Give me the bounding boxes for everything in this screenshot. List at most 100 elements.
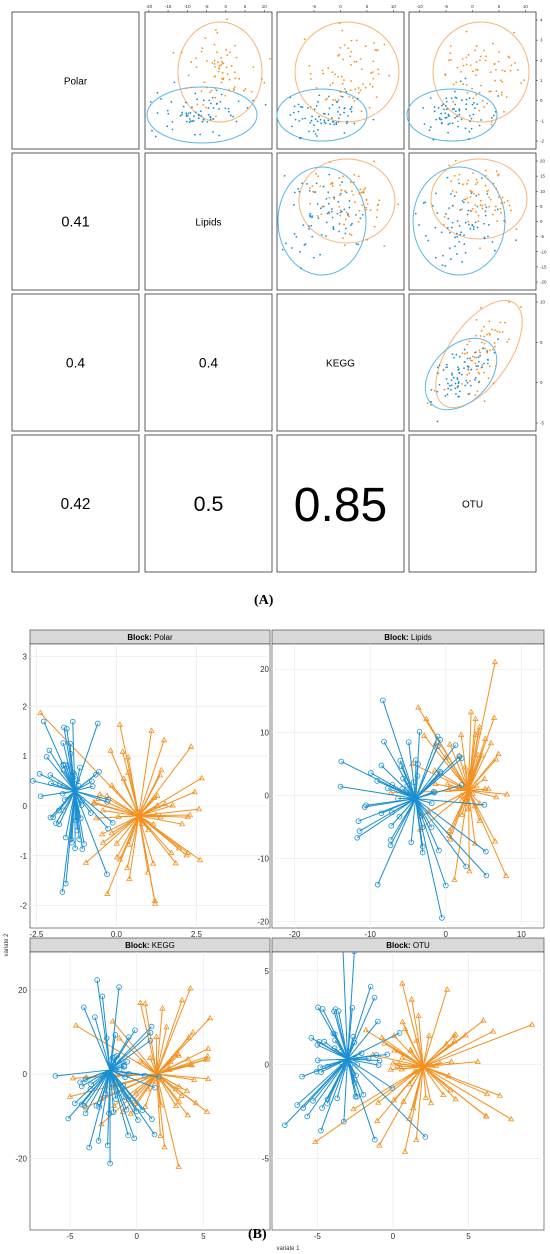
- point-group2: [310, 105, 312, 108]
- arrow-group2: [134, 1073, 158, 1105]
- point-group2: [489, 90, 492, 93]
- point-group2: [503, 201, 506, 204]
- arrow-group2: [372, 1054, 424, 1068]
- point-group2: [475, 93, 478, 96]
- point-group1: [454, 96, 457, 99]
- point-group1: [429, 126, 432, 128]
- arrow-group1: [347, 1032, 400, 1060]
- point-group1: [464, 127, 467, 130]
- point-group2: [486, 190, 488, 193]
- x-tick-label: 5: [201, 1232, 206, 1241]
- arrow-group1: [109, 987, 120, 1070]
- panel-strip-title: Block: KEGG: [125, 941, 175, 950]
- point-group1: [477, 356, 480, 359]
- point-group1: [218, 134, 221, 137]
- point-group2: [478, 91, 481, 94]
- point-group2: [476, 390, 479, 393]
- point-group2: [468, 372, 471, 375]
- point-group1: [455, 393, 457, 395]
- arrow-group1: [381, 798, 416, 814]
- point-group1: [465, 108, 468, 111]
- arrow-group1: [408, 742, 417, 799]
- point-marker-group1: [125, 1071, 132, 1077]
- point-group1: [285, 242, 287, 245]
- arrow-group2: [422, 1034, 466, 1067]
- point-marker-group2: [109, 1017, 117, 1024]
- point-group2: [471, 359, 473, 362]
- arrow-group1: [390, 798, 416, 827]
- point-marker-group1: [315, 1004, 321, 1011]
- point-group1: [445, 378, 448, 380]
- point-marker-group1: [317, 1064, 324, 1071]
- arrow-group1: [109, 1069, 156, 1089]
- point-group2: [327, 67, 330, 69]
- point-group1: [463, 361, 466, 363]
- point-group2: [337, 99, 340, 101]
- top-tick-label: 10: [262, 4, 268, 9]
- point-group2: [316, 215, 319, 217]
- arrow-group2: [85, 815, 140, 864]
- point-group1: [431, 204, 434, 207]
- point-group1: [444, 265, 447, 267]
- point-marker-group1: [443, 882, 449, 889]
- point-marker-group2: [137, 999, 144, 1005]
- point-group2: [383, 245, 386, 248]
- top-tick-label: 0: [471, 4, 474, 9]
- point-group1: [450, 372, 453, 375]
- x-tick-label: 0.0: [111, 930, 123, 939]
- arrow-group1: [326, 1058, 349, 1104]
- point-marker-group1: [319, 1105, 325, 1111]
- arrow-group2: [123, 778, 140, 817]
- point-group1: [475, 194, 478, 197]
- point-marker-group2: [491, 714, 498, 720]
- point-marker-group2: [491, 838, 499, 844]
- point-marker-group1: [387, 837, 394, 843]
- arrow-group1: [109, 1029, 136, 1071]
- block-label-kegg: KEGG: [326, 359, 355, 370]
- point-group1: [445, 213, 447, 215]
- point-group2: [491, 213, 494, 216]
- confidence-ellipse-group2: [298, 158, 396, 244]
- point-group2: [366, 203, 369, 205]
- arrow-group2: [422, 1024, 533, 1068]
- x-tick-label: 0: [444, 930, 449, 939]
- point-group2: [466, 343, 469, 346]
- point-marker-group1: [354, 834, 360, 841]
- top-tick-label: 0: [339, 4, 342, 9]
- point-group1: [299, 137, 301, 140]
- point-group2: [195, 57, 197, 60]
- point-marker-group2: [457, 731, 465, 737]
- point-marker-group1: [67, 740, 73, 747]
- point-group2: [263, 81, 266, 84]
- point-group1: [337, 121, 340, 123]
- point-marker-group2: [152, 900, 159, 906]
- point-group1: [436, 390, 439, 393]
- point-group1: [456, 377, 459, 379]
- confidence-ellipse-group2: [435, 299, 523, 409]
- point-group1: [454, 110, 457, 113]
- point-group2: [211, 62, 214, 64]
- point-marker-group2: [178, 1092, 185, 1098]
- point-group1: [442, 369, 445, 371]
- point-group2: [488, 320, 491, 323]
- point-group2: [501, 69, 504, 72]
- arrow-group1: [415, 756, 460, 799]
- arrow-group2: [468, 759, 497, 791]
- point-group1: [317, 100, 319, 103]
- point-group2: [338, 194, 341, 197]
- point-marker-group2: [137, 1058, 144, 1064]
- point-group1: [181, 111, 184, 114]
- top-tick-label: -10: [184, 4, 191, 9]
- point-group2: [250, 90, 253, 93]
- point-group1: [219, 100, 222, 103]
- point-marker-group2: [185, 1034, 192, 1040]
- right-tick-label: 20: [540, 159, 546, 164]
- arrow-group1: [415, 798, 432, 804]
- point-marker-group2: [474, 751, 482, 758]
- point-group2: [349, 181, 352, 184]
- x-tick-label: 10: [517, 930, 526, 939]
- point-group1: [465, 98, 468, 101]
- point-marker-group1: [456, 753, 463, 760]
- point-marker-group2: [407, 1047, 414, 1053]
- point-group1: [490, 116, 493, 119]
